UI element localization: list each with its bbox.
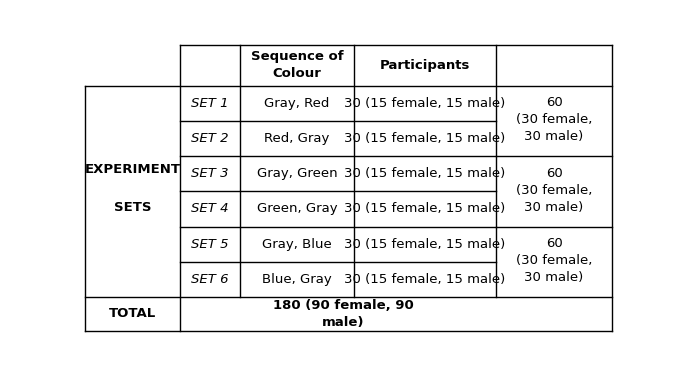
Text: 60
(30 female,
30 male): 60 (30 female, 30 male): [516, 237, 592, 284]
Text: 30 (15 female, 15 male): 30 (15 female, 15 male): [344, 202, 505, 215]
Text: 30 (15 female, 15 male): 30 (15 female, 15 male): [344, 167, 505, 180]
Text: SET 2: SET 2: [191, 132, 229, 145]
Text: SET 6: SET 6: [191, 273, 229, 286]
Text: SET 4: SET 4: [191, 202, 229, 215]
Text: EXPERIMENT: EXPERIMENT: [84, 163, 180, 176]
Text: TOTAL: TOTAL: [109, 307, 156, 320]
Text: 60
(30 female,
30 male): 60 (30 female, 30 male): [516, 96, 592, 143]
Text: 60
(30 female,
30 male): 60 (30 female, 30 male): [516, 167, 592, 214]
Text: Gray, Green: Gray, Green: [257, 167, 337, 180]
Text: SETS: SETS: [114, 201, 151, 214]
Text: 30 (15 female, 15 male): 30 (15 female, 15 male): [344, 238, 505, 251]
Text: Blue, Gray: Blue, Gray: [262, 273, 332, 286]
Text: 30 (15 female, 15 male): 30 (15 female, 15 male): [344, 97, 505, 110]
Text: Participants: Participants: [379, 59, 470, 72]
Text: 180 (90 female, 90
male): 180 (90 female, 90 male): [273, 299, 413, 329]
Text: Red, Gray: Red, Gray: [265, 132, 330, 145]
Text: SET 1: SET 1: [191, 97, 229, 110]
Text: SET 5: SET 5: [191, 238, 229, 251]
Text: Gray, Red: Gray, Red: [265, 97, 330, 110]
Text: Sequence of
Colour: Sequence of Colour: [251, 51, 343, 80]
Text: Green, Gray: Green, Gray: [257, 202, 337, 215]
Text: 30 (15 female, 15 male): 30 (15 female, 15 male): [344, 132, 505, 145]
Text: 30 (15 female, 15 male): 30 (15 female, 15 male): [344, 273, 505, 286]
Text: SET 3: SET 3: [191, 167, 229, 180]
Text: Gray, Blue: Gray, Blue: [262, 238, 332, 251]
